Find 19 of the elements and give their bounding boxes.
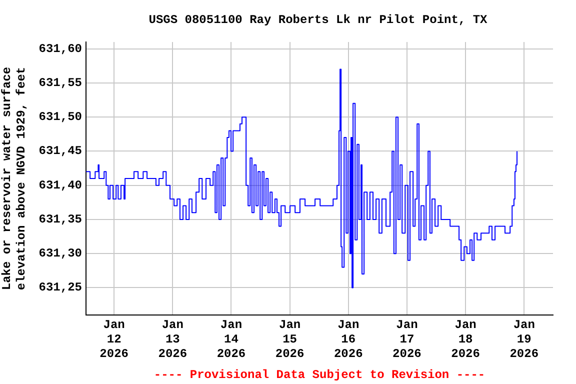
x-tick-label: Jan 12 2026 [100, 318, 128, 362]
x-tick-label: Jan 16 2026 [334, 318, 363, 362]
y-tick-label: 631,40 [38, 178, 82, 192]
y-tick-label: 631,60 [38, 42, 82, 56]
y-tick-label: 631,25 [38, 280, 82, 295]
y-tick-label: 631,35 [38, 212, 82, 226]
x-tick-label: Jan 17 2026 [392, 318, 422, 362]
x-tick-label: Jan 18 2026 [451, 318, 480, 362]
y-axis-title: Lake or reservoir water surface elevation above NGVD 1929, feet [0, 66, 29, 290]
y-tick-label: 631,50 [38, 110, 82, 124]
y-tick-label: 631,55 [38, 76, 82, 90]
chart-title: USGS 08051100 Ray Roberts Lk nr Pilot Point, TX [148, 13, 488, 28]
text: ---- Provisional Data Subject to Revision ---- [154, 368, 486, 382]
x-tick-label: Jan 14 2026 [216, 318, 246, 362]
x-tick-label: Jan 19 2026 [510, 318, 539, 362]
y-tick-label: 631,45 [38, 144, 82, 158]
x-tick-label: Jan 15 2026 [275, 318, 304, 362]
x-tick-label: Jan 13 2026 [158, 318, 188, 362]
y-tick-label: 631,30 [38, 246, 82, 261]
